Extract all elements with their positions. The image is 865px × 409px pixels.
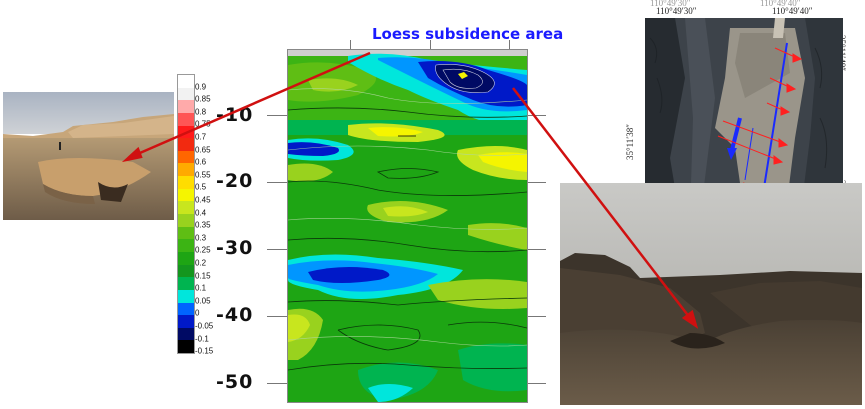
colorbar-label: 0.4 bbox=[195, 208, 207, 218]
coord-label-cut: 110°49′40″ bbox=[760, 0, 801, 8]
coord-label-latitude: 35°11′38″ bbox=[625, 124, 635, 160]
sinkhole-photo bbox=[3, 92, 174, 220]
axis-tick bbox=[526, 316, 546, 317]
axis-tick bbox=[350, 40, 351, 49]
colorbar-label: 0.6 bbox=[195, 157, 207, 167]
axis-tick bbox=[526, 182, 546, 183]
colorbar-label: 0.1 bbox=[195, 283, 207, 293]
axis-tick bbox=[267, 383, 287, 384]
colorbar-swatch bbox=[178, 125, 194, 139]
depth-label: -50 bbox=[216, 371, 254, 393]
axis-tick bbox=[526, 115, 546, 116]
colorbar-label: 0.35 bbox=[195, 220, 211, 230]
colorbar-label: 0.15 bbox=[195, 271, 211, 281]
colorbar-label: 0.05 bbox=[195, 296, 211, 306]
chart-title: Loess subsidence area bbox=[372, 25, 564, 43]
colorbar-swatch bbox=[178, 188, 194, 202]
colorbar bbox=[177, 74, 195, 354]
axis-tick bbox=[267, 249, 287, 250]
colorbar-label: 0.8 bbox=[195, 107, 207, 117]
colorbar-swatch bbox=[178, 277, 194, 290]
axis-tick bbox=[267, 115, 287, 116]
colorbar-swatch bbox=[178, 289, 194, 303]
colorbar-swatch bbox=[178, 112, 194, 126]
contour-plot bbox=[287, 49, 528, 403]
colorbar-swatch bbox=[178, 87, 194, 101]
depth-label: -10 bbox=[216, 104, 254, 126]
colorbar-label: 0.55 bbox=[195, 170, 211, 180]
gully-photo bbox=[560, 183, 862, 405]
colorbar-label: 0.25 bbox=[195, 245, 211, 255]
colorbar-swatch bbox=[178, 340, 194, 354]
colorbar-label: 0.2 bbox=[195, 258, 207, 268]
colorbar-label: 0.5 bbox=[195, 182, 207, 192]
coord-label-longitude: 110°49′30″ bbox=[656, 6, 697, 16]
colorbar-label: 0.3 bbox=[195, 233, 207, 243]
colorbar-swatch bbox=[178, 239, 194, 252]
colorbar-swatch bbox=[178, 251, 194, 265]
depth-label: -40 bbox=[216, 304, 254, 326]
colorbar-swatch bbox=[178, 264, 194, 278]
depth-label: -20 bbox=[216, 170, 254, 192]
axis-tick bbox=[267, 182, 287, 183]
colorbar-label: -0.1 bbox=[195, 334, 209, 344]
coord-label-longitude: 110°49′40″ bbox=[772, 6, 813, 16]
colorbar-label: 0.65 bbox=[195, 145, 211, 155]
colorbar-swatch bbox=[178, 176, 194, 189]
axis-tick bbox=[526, 249, 546, 250]
axis-tick bbox=[526, 383, 546, 384]
axis-tick bbox=[267, 316, 287, 317]
colorbar-label: -0.05 bbox=[195, 321, 214, 331]
depth-label: -30 bbox=[216, 237, 254, 259]
colorbar-swatch bbox=[178, 138, 194, 151]
coord-label-cut: 110°49′30″ bbox=[650, 0, 691, 8]
colorbar-label: 0.85 bbox=[195, 94, 211, 104]
colorbar-label: 0.45 bbox=[195, 195, 211, 205]
colorbar-label: 0.7 bbox=[195, 132, 207, 142]
axis-tick bbox=[509, 40, 510, 49]
colorbar-swatch bbox=[178, 214, 194, 227]
colorbar-label: 0.75 bbox=[195, 119, 211, 129]
colorbar-swatch bbox=[178, 226, 194, 240]
colorbar-swatch bbox=[178, 150, 194, 164]
colorbar-label: 0 bbox=[195, 308, 200, 318]
axis-tick bbox=[430, 40, 431, 49]
colorbar-swatch bbox=[178, 315, 194, 328]
colorbar-swatch bbox=[178, 327, 194, 341]
colorbar-swatch bbox=[178, 75, 194, 88]
colorbar-label: -0.15 bbox=[195, 346, 214, 356]
colorbar-swatch bbox=[178, 163, 194, 177]
colorbar-swatch bbox=[178, 100, 194, 113]
colorbar-swatch bbox=[178, 201, 194, 215]
colorbar-label: 0.9 bbox=[195, 82, 207, 92]
colorbar-swatch bbox=[178, 302, 194, 316]
